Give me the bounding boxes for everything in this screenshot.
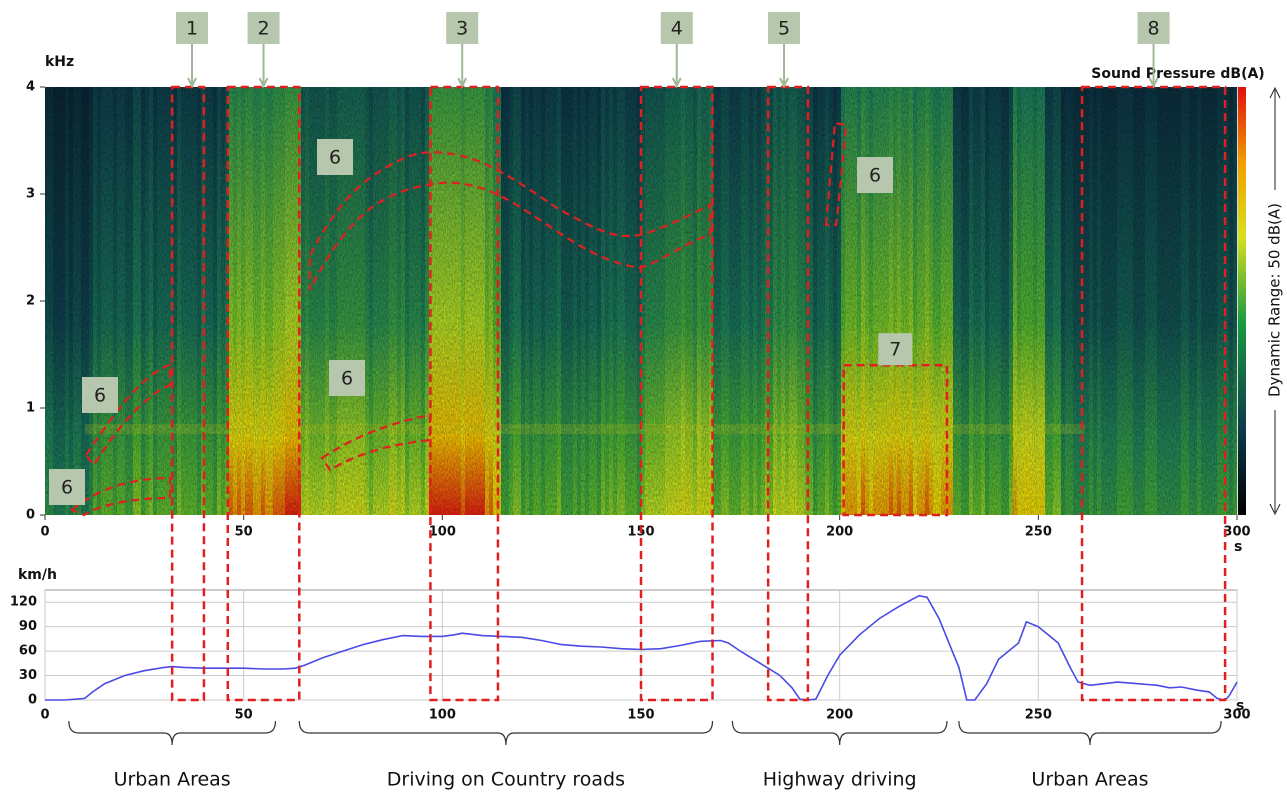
y-tick-label: 0 [26, 508, 35, 523]
region-number: 8 [1148, 18, 1160, 40]
callout-outline [84, 363, 172, 467]
region-arrow [258, 44, 269, 89]
region-box [429, 85, 500, 702]
colorbar-title: Sound Pressure dB(A) [1091, 66, 1264, 82]
region-box [842, 363, 949, 517]
y-tick-label: 30 [19, 668, 37, 683]
region-box [766, 85, 810, 702]
region-box [170, 85, 206, 702]
x-tick-label: 0 [40, 708, 49, 723]
region-marker [768, 12, 801, 44]
callout-box [317, 139, 353, 175]
y-tick-label: 0 [28, 693, 37, 708]
region-arrow [187, 44, 197, 89]
region-number: 5 [778, 18, 790, 40]
x-tick-label: 50 [235, 708, 253, 723]
callout-label: 6 [61, 477, 73, 499]
y-tick-label: 2 [26, 294, 35, 309]
region-number: 1 [186, 18, 198, 40]
callout-outline [320, 413, 432, 472]
x-tick-label: 250 [1025, 525, 1052, 540]
region-arrow [457, 44, 468, 89]
x-tick-label: 200 [826, 708, 853, 723]
callout-label: 6 [869, 165, 881, 187]
y-axis-label: km/h [18, 567, 57, 583]
segment-label: Driving on Country roads [387, 769, 625, 791]
region-marker [176, 12, 209, 44]
callout-label: 6 [94, 385, 106, 407]
segment-label: Highway driving [763, 769, 917, 791]
colorbar [1238, 87, 1246, 515]
callout-outline [308, 151, 712, 291]
callout-box [329, 360, 365, 396]
callout-box [857, 157, 893, 193]
x-axis-label: s [1234, 539, 1242, 555]
callout-label: 6 [341, 368, 353, 390]
x-tick-label: 50 [235, 525, 253, 540]
region-arrow [1148, 44, 1159, 89]
callout-outline [824, 121, 848, 227]
region-number: 4 [671, 18, 683, 40]
colorbar-label: Dynamic Range: 50 dB(A) [1266, 203, 1284, 397]
region-marker [1137, 12, 1170, 44]
region-arrow [779, 44, 789, 89]
colorbar-arrows [1269, 86, 1281, 516]
callout-label: 6 [329, 147, 341, 169]
region-number: 7 [889, 339, 901, 361]
x-tick-label: 250 [1025, 708, 1052, 723]
region-arrow [671, 44, 682, 89]
y-tick-label: 60 [19, 644, 37, 659]
annotations: 1 2 3 4 5 8 7 6 6 6 6 6 [49, 12, 1227, 702]
y-tick-label: 4 [26, 80, 35, 95]
y-tick-label: 3 [26, 187, 35, 202]
region-box [226, 85, 301, 702]
x-tick-label: 200 [826, 525, 853, 540]
region-marker [247, 12, 280, 44]
speed-line [45, 594, 1238, 701]
region-box [639, 85, 714, 702]
x-tick-label: 300 [1223, 525, 1250, 540]
y-tick-label: 90 [19, 619, 37, 634]
y-axis-label: kHz [45, 54, 74, 70]
segment-brace [298, 720, 714, 746]
speed-chart: 0 30 60 90 120 0 50 100 150 200 250 300 Urban Areas D… [10, 589, 1251, 791]
segment-brace [68, 720, 277, 746]
callout-outline [69, 476, 172, 517]
segment-label: Urban Areas [114, 769, 231, 791]
x-tick-label: 300 [1223, 708, 1250, 723]
y-tick-label: 120 [10, 595, 37, 610]
region-marker [878, 333, 913, 366]
region-number: 3 [456, 18, 468, 40]
segment-brace [958, 720, 1222, 746]
x-tick-label: 100 [429, 708, 456, 723]
x-tick-label: 100 [429, 525, 456, 540]
region-marker [660, 12, 693, 44]
callout-box [49, 469, 85, 505]
x-axis-label: s [1236, 698, 1244, 714]
region-marker [446, 12, 479, 44]
x-tick-label: 150 [627, 708, 654, 723]
x-tick-label: 0 [40, 525, 49, 540]
segment-label: Urban Areas [1031, 769, 1148, 791]
spectrogram-noise [45, 87, 1237, 515]
callout-box [82, 377, 118, 413]
region-number: 2 [257, 18, 269, 40]
segment-brace [731, 720, 948, 746]
y-tick-label: 1 [26, 401, 35, 416]
